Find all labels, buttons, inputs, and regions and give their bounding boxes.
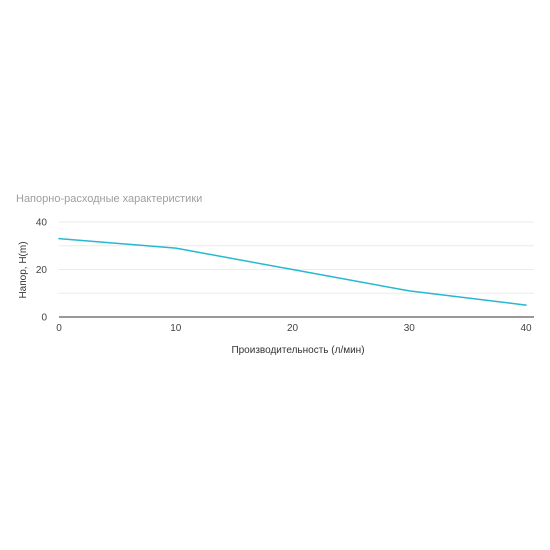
x-axis-label: Производительность (л/мин) xyxy=(231,345,364,356)
x-tick-label: 30 xyxy=(404,323,416,334)
series-layer xyxy=(58,237,527,306)
x-axis-ticks: 0 10 20 30 40 xyxy=(56,323,532,334)
x-tick-label: 20 xyxy=(287,323,299,334)
y-tick-label: 0 xyxy=(41,313,47,324)
y-tick-label: 40 xyxy=(36,218,48,229)
y-axis-label: Напор, Н(m) xyxy=(18,241,29,298)
y-axis-ticks: 0 20 40 xyxy=(36,218,48,324)
series-line-1 xyxy=(58,237,527,306)
x-tick-label: 10 xyxy=(170,323,182,334)
x-tick-label: 40 xyxy=(520,323,532,334)
y-tick-label: 20 xyxy=(36,265,48,276)
x-tick-label: 0 xyxy=(56,323,62,334)
chart-title: Напорно-расходные характеристики xyxy=(16,193,202,205)
